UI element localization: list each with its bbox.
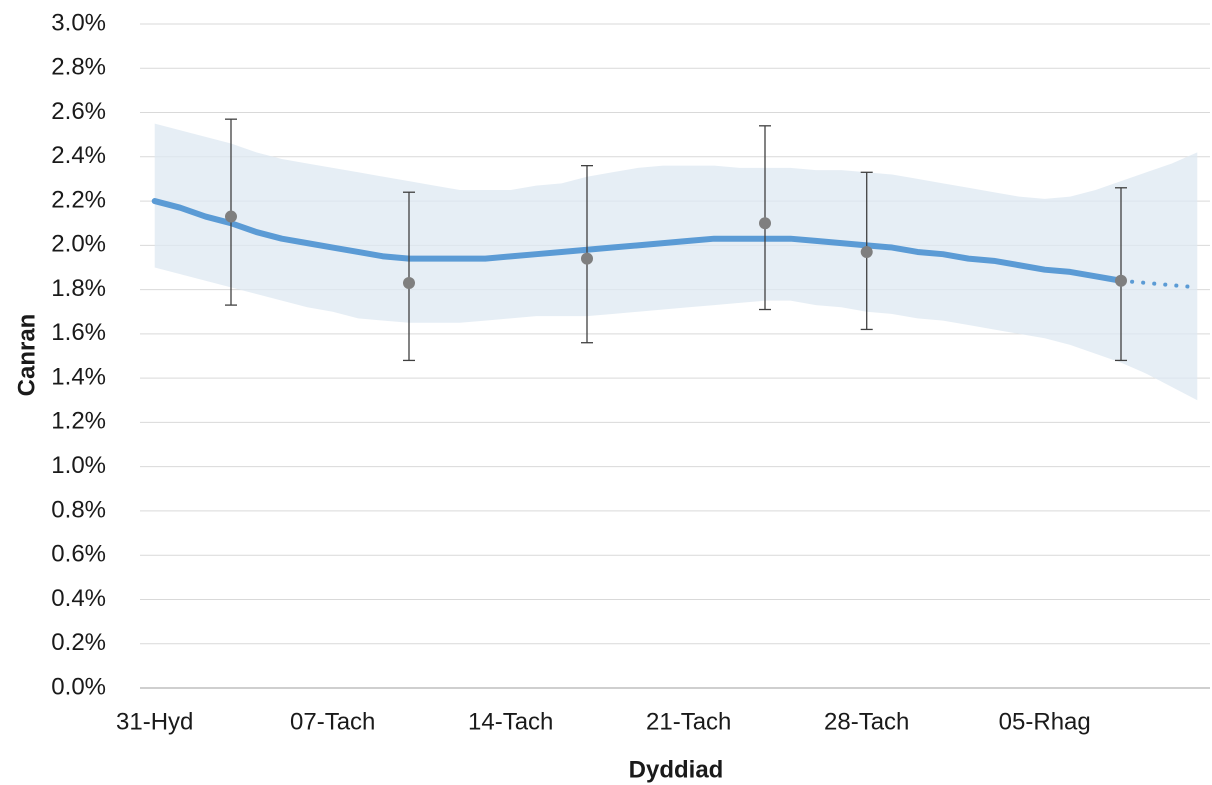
y-axis-title: Canran [13, 314, 40, 397]
data-point [1115, 274, 1127, 287]
y-tick-label: 2.6% [51, 98, 106, 125]
trend-line [1119, 278, 1200, 290]
y-tick-label: 1.8% [51, 275, 106, 302]
confidence-band [154, 123, 1198, 401]
y-tick-label: 2.8% [51, 54, 106, 81]
x-tick-label: 28-Tach [824, 708, 909, 735]
data-point [759, 217, 771, 230]
y-tick-label: 1.2% [51, 408, 106, 435]
y-tick-label: 0.4% [51, 585, 106, 612]
y-tick-label: 1.4% [51, 363, 106, 390]
x-tick-label: 31-Hyd [116, 708, 193, 735]
data-point [860, 245, 873, 258]
x-tick-label: 14-Tach [468, 708, 553, 735]
y-tick-label: 0.8% [51, 496, 106, 523]
data-point [581, 252, 593, 265]
y-tick-label: 1.0% [51, 452, 106, 479]
y-tick-label: 0.0% [51, 673, 106, 700]
y-tick-label: 0.6% [51, 541, 106, 568]
y-tick-label: 3.0% [51, 9, 106, 36]
y-tick-label: 0.2% [51, 629, 106, 656]
trend-line [151, 198, 1124, 284]
x-axis-title: Dyddiad [629, 756, 724, 783]
y-tick-label: 2.2% [51, 186, 106, 213]
x-tick-label: 07-Tach [290, 708, 375, 735]
y-tick-label: 1.6% [51, 319, 106, 346]
y-tick-label: 2.0% [51, 231, 106, 258]
x-tick-label: 21-Tach [646, 708, 731, 735]
y-tick-label: 2.4% [51, 142, 106, 169]
data-point [403, 276, 415, 289]
data-point [225, 210, 237, 223]
x-tick-label: 05-Rhag [999, 708, 1091, 735]
